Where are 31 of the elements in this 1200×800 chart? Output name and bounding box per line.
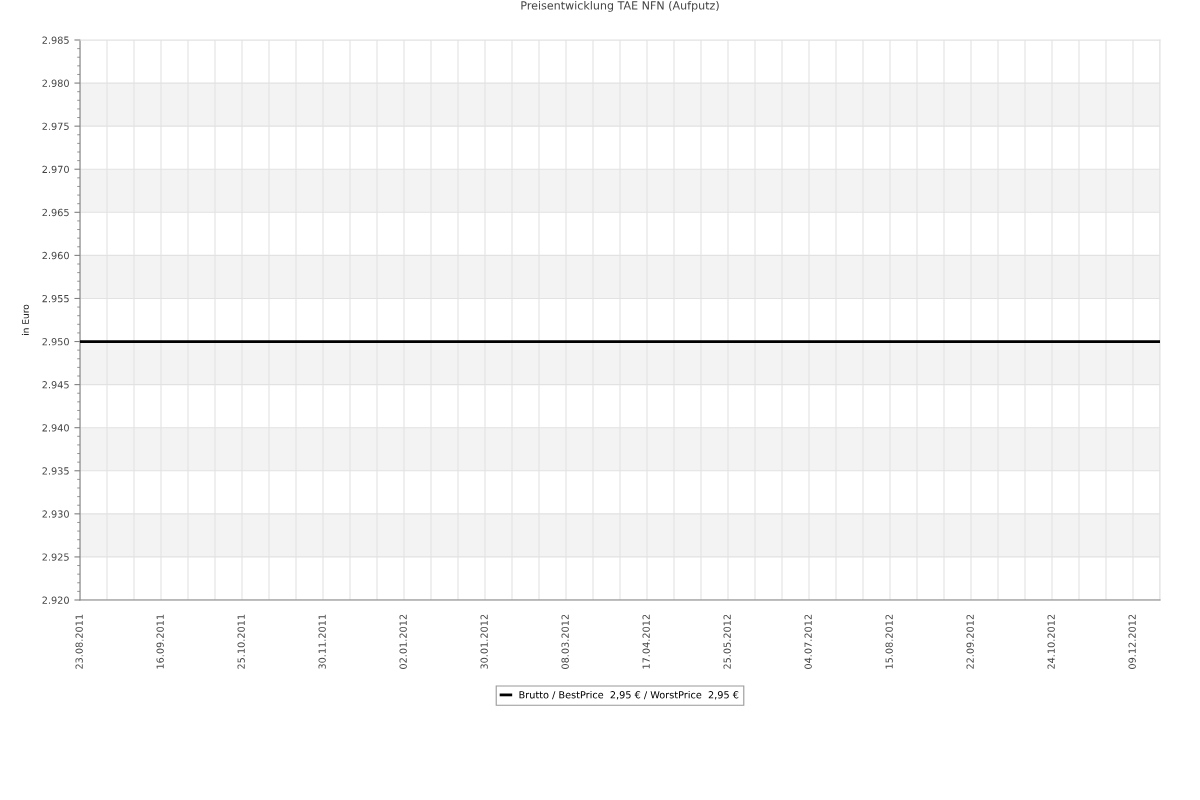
y-tick-label: 2.975: [42, 122, 69, 130]
y-tick-label: 2.980: [42, 79, 69, 87]
x-tick-label: 22.09.2012: [966, 614, 974, 669]
x-tick-label: 15.08.2012: [885, 614, 893, 669]
x-tick-label: 17.04.2012: [642, 614, 650, 669]
y-tick-label: 2.955: [42, 294, 69, 303]
x-tick-label: 25.10.2011: [237, 614, 245, 669]
x-tick-label: 30.01.2012: [480, 614, 488, 669]
x-tick-label: 24.10.2012: [1047, 614, 1055, 669]
y-axis-title: in Euro: [21, 304, 29, 335]
x-tick-label: 30.11.2011: [318, 614, 326, 669]
y-tick-label: 2.935: [42, 467, 69, 475]
chart-title: Preisentwicklung TAE NFN (Aufputz): [521, 1, 719, 12]
y-tick-label: 2.930: [42, 510, 69, 518]
y-tick-label: 2.970: [42, 165, 69, 174]
legend-label: Brutto / BestPrice 2,95 € / WorstPrice 2,95 €: [519, 690, 739, 700]
y-tick-label: 2.925: [42, 553, 69, 561]
x-tick-label: 08.03.2012: [561, 614, 569, 669]
y-tick-label: 2.940: [42, 424, 69, 432]
y-tick-label: 2.960: [42, 251, 69, 260]
x-tick-label: 16.09.2011: [156, 614, 164, 669]
x-tick-label: 23.08.2011: [75, 614, 83, 669]
x-tick-label: 04.07.2012: [804, 614, 812, 669]
y-tick-label: 2.985: [42, 36, 69, 44]
x-tick-label: 09.12.2012: [1128, 614, 1136, 669]
y-tick-label: 2.945: [42, 381, 69, 389]
x-tick-label: 25.05.2012: [723, 614, 731, 669]
y-tick-label: 2.950: [42, 338, 69, 346]
y-tick-label: 2.920: [42, 596, 69, 604]
y-tick-label: 2.965: [42, 208, 69, 217]
x-tick-label: 02.01.2012: [399, 614, 407, 669]
